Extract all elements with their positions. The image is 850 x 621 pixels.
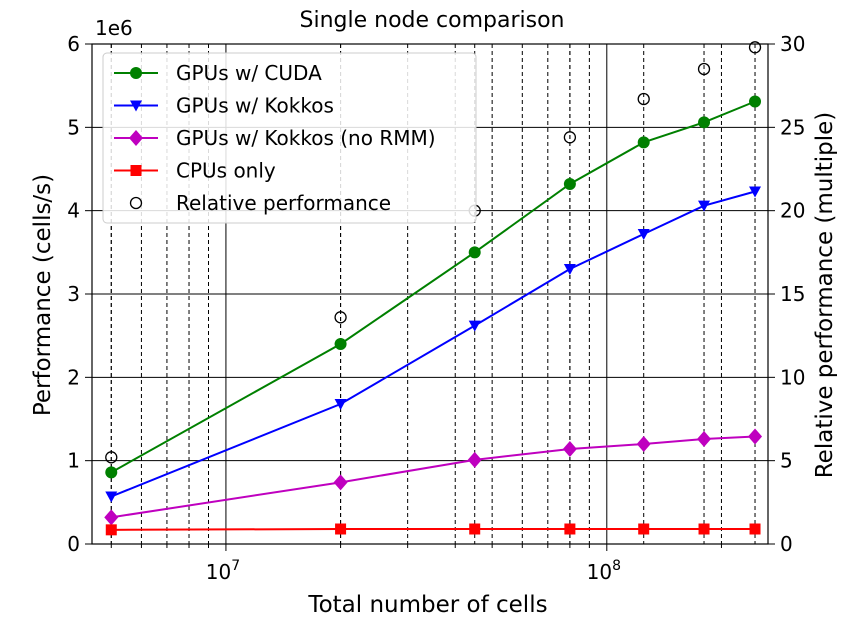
series-line-2 — [111, 435, 756, 519]
legend-entry: CPUs only — [176, 159, 276, 183]
legend-marker — [130, 100, 142, 112]
series-line-3 — [111, 528, 756, 531]
data-point-series-1 — [749, 186, 762, 198]
series-layer — [104, 41, 763, 536]
data-point-series-4 — [748, 41, 762, 54]
legend-marker — [129, 130, 143, 146]
legend-marker — [130, 67, 142, 79]
y-right-tick-label: 30 — [780, 32, 805, 56]
data-point-series-2 — [562, 441, 577, 457]
data-point-series-2 — [467, 451, 482, 468]
legend-entry: GPUs w/ CUDA — [176, 61, 322, 85]
data-point-series-2 — [697, 431, 712, 447]
y-right-tick-label: 25 — [780, 115, 805, 139]
data-point-series-0 — [749, 95, 762, 108]
y-right-axis-label: Relative performance (multiple) — [812, 112, 838, 479]
data-point-series-3 — [564, 523, 576, 535]
data-point-series-3 — [638, 523, 650, 535]
data-point-series-0 — [563, 178, 576, 190]
data-point-series-0 — [105, 466, 118, 479]
y-right-tick-label: 15 — [780, 282, 805, 306]
data-point-series-3 — [698, 523, 710, 535]
data-point-series-4 — [637, 92, 650, 106]
y-offset-label: 1e6 — [95, 16, 133, 40]
data-point-series-4 — [563, 131, 577, 144]
data-point-series-0 — [698, 116, 711, 129]
data-point-series-2 — [636, 436, 651, 452]
x-tick-label: 108 — [587, 558, 621, 584]
y-axis-label: Performance (cells/s) — [30, 174, 56, 416]
data-point-series-2 — [748, 428, 763, 445]
data-point-series-2 — [104, 509, 119, 526]
y-right-tick-label: 5 — [780, 449, 793, 473]
data-point-series-3 — [335, 523, 347, 535]
legend-entry: GPUs w/ Kokkos — [176, 94, 334, 118]
data-point-series-3 — [105, 524, 117, 536]
data-point-series-0 — [468, 246, 481, 259]
y-tick-label: 3 — [67, 282, 80, 306]
data-point-series-4 — [105, 451, 118, 464]
data-point-series-1 — [563, 264, 576, 275]
data-point-series-4 — [334, 311, 347, 324]
legend-entry: Relative performance — [176, 191, 391, 215]
y-tick-label: 0 — [67, 532, 80, 556]
data-point-series-1 — [637, 229, 650, 240]
axes: 0 1 2 3 4 5 6 0 5 10 15 20 25 30 107 108 — [67, 32, 805, 584]
y-tick-label: 5 — [67, 115, 80, 139]
y-right-tick-label: 0 — [780, 532, 793, 556]
data-point-series-4 — [697, 62, 711, 76]
x-tick-label: 107 — [206, 558, 240, 584]
legend-box — [102, 52, 477, 224]
legend-entry: GPUs w/ Kokkos (no RMM) — [176, 126, 436, 150]
data-point-series-0 — [637, 136, 650, 149]
series-line-1 — [110, 190, 756, 498]
data-point-series-2 — [333, 474, 348, 491]
legend-marker — [130, 165, 142, 176]
legend: GPUs w/ CUDA GPUs w/ Kokkos GPUs w/ Kokkos… — [102, 52, 477, 224]
y-tick-label: 4 — [67, 199, 80, 223]
y-right-tick-label: 10 — [780, 365, 805, 389]
x-axis-label: Total number of cells — [307, 592, 547, 618]
data-point-series-0 — [334, 338, 347, 350]
data-point-series-1 — [334, 399, 347, 410]
y-right-tick-label: 20 — [780, 199, 805, 223]
chart-title: Single node comparison — [300, 8, 565, 33]
data-point-series-1 — [468, 320, 481, 332]
data-point-series-1 — [698, 200, 711, 212]
legend-marker — [129, 196, 143, 210]
data-point-series-3 — [749, 523, 761, 535]
y-tick-label: 1 — [67, 449, 80, 473]
y-tick-label: 6 — [67, 32, 80, 56]
data-point-series-3 — [469, 523, 481, 535]
y-tick-label: 2 — [67, 365, 80, 389]
data-point-series-1 — [105, 491, 118, 503]
